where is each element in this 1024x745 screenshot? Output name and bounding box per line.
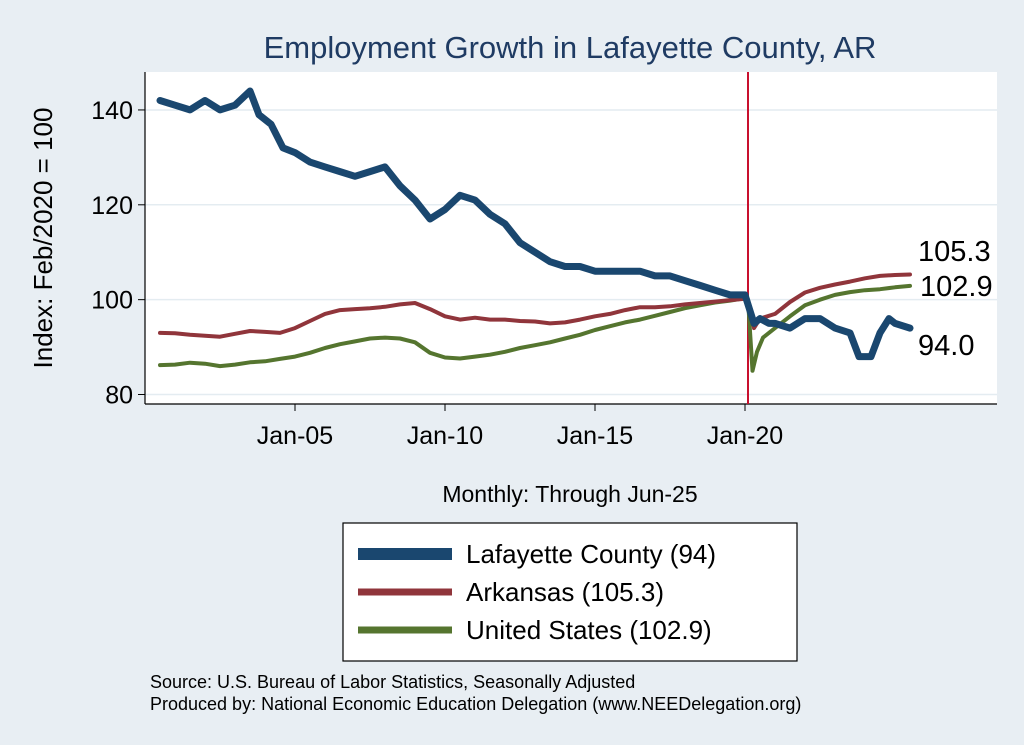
y-axis-label: Index: Feb/2020 = 100 — [28, 108, 58, 369]
y-tick-label: 80 — [105, 382, 133, 410]
x-tick-label: Jan-15 — [557, 422, 633, 450]
axes: 80 100 120 140 Jan-05 Jan-10 Jan-15 Jan-20 — [91, 72, 997, 450]
y-tick-label: 120 — [91, 192, 133, 220]
series-lines — [156, 72, 914, 404]
end-label-united-states: 102.9 — [920, 271, 993, 303]
legend: Lafayette County (94) Arkansas (105.3) Uni… — [342, 522, 798, 662]
x-axis-label: Monthly: Through Jun-25 — [442, 481, 697, 507]
x-tick-label: Jan-05 — [257, 422, 333, 450]
gridlines — [145, 109, 997, 396]
legend-label: Arkansas (105.3) — [466, 577, 664, 607]
end-label-lafayette-county: 94.0 — [918, 330, 974, 362]
x-tick-label: Jan-10 — [407, 422, 483, 450]
x-tick-label: Jan-20 — [707, 422, 783, 450]
y-tick-label: 140 — [91, 97, 133, 125]
end-label-arkansas: 105.3 — [918, 236, 991, 268]
legend-label: Lafayette County (94) — [466, 539, 716, 569]
series-line-arkansas — [158, 272, 912, 339]
y-tick-label: 100 — [91, 287, 133, 315]
producer-note: Produced by: National Economic Education… — [150, 694, 801, 714]
legend-label: United States (102.9) — [466, 615, 712, 645]
chart-title: Employment Growth in Lafayette County, A… — [264, 30, 877, 65]
series-line-lafayette-county — [156, 87, 914, 361]
source-note: Source: U.S. Bureau of Labor Statistics,… — [150, 672, 635, 692]
